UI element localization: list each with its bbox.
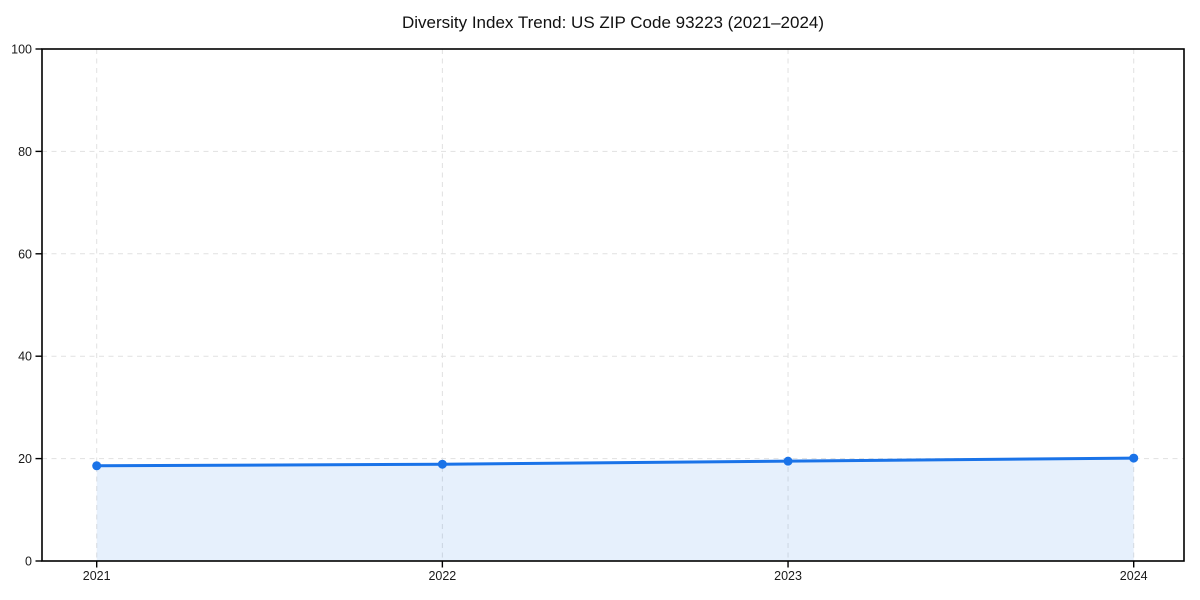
tick-label-layer: 0 20 40 60 80 100 2021 2022 2023 2024 [11,43,1148,584]
y-tick-label: 0 [25,555,32,569]
x-tick-label: 2021 [83,569,111,583]
data-point-2023 [783,456,793,466]
data-point-2021 [92,461,102,471]
series-layer [92,453,1139,561]
data-point-2024 [1129,453,1139,463]
x-tick-label: 2022 [428,569,456,583]
y-tick-label: 100 [11,43,32,57]
x-tick-label: 2023 [774,569,802,583]
chart-title: Diversity Index Trend: US ZIP Code 93223… [402,13,824,32]
y-tick-label: 60 [18,247,32,261]
y-tick-label: 20 [18,452,32,466]
data-point-2022 [437,459,447,469]
axes-layer [35,48,1185,568]
y-tick-label: 40 [18,350,32,364]
plot-border [41,48,1185,562]
y-tick-label: 80 [18,145,32,159]
trend-line [95,456,1136,468]
x-tick-label: 2024 [1120,569,1148,583]
area-fill [96,458,1134,561]
